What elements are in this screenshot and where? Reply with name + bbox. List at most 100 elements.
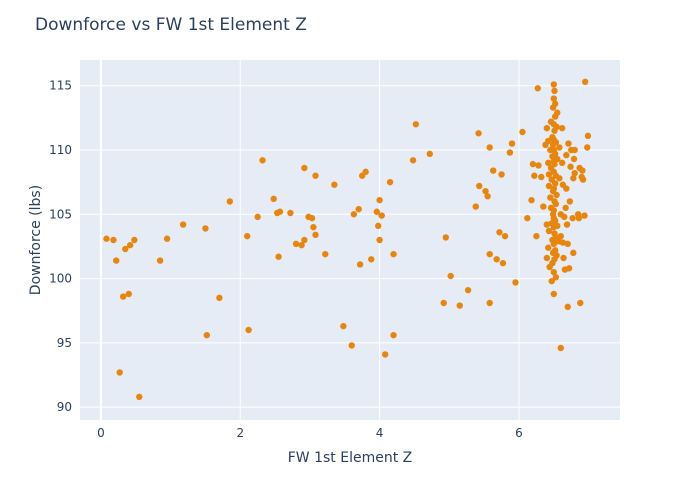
data-point[interactable]	[301, 236, 308, 244]
data-point[interactable]	[348, 342, 355, 349]
data-point[interactable]	[244, 232, 251, 240]
data-point[interactable]	[552, 180, 559, 187]
data-point[interactable]	[569, 214, 576, 222]
data-point[interactable]	[226, 198, 234, 205]
data-point[interactable]	[562, 204, 569, 212]
data-point[interactable]	[486, 299, 493, 307]
data-point[interactable]	[476, 182, 483, 190]
data-point[interactable]	[563, 221, 571, 228]
data-point[interactable]	[301, 164, 308, 172]
data-point[interactable]	[550, 95, 558, 102]
data-point[interactable]	[545, 171, 553, 178]
data-point[interactable]	[122, 245, 129, 253]
data-point[interactable]	[584, 144, 591, 151]
data-point[interactable]	[126, 241, 134, 249]
data-point[interactable]	[558, 159, 566, 167]
data-point[interactable]	[550, 207, 558, 214]
data-point[interactable]	[570, 155, 578, 163]
data-point[interactable]	[310, 223, 317, 231]
data-point[interactable]	[493, 256, 500, 263]
data-point[interactable]	[570, 175, 577, 182]
data-point[interactable]	[216, 294, 223, 302]
data-point[interactable]	[125, 290, 132, 298]
data-point[interactable]	[499, 259, 507, 267]
data-point[interactable]	[545, 182, 553, 190]
data-point[interactable]	[547, 194, 554, 201]
data-point[interactable]	[545, 227, 553, 235]
data-point[interactable]	[575, 214, 583, 222]
data-point[interactable]	[163, 235, 171, 242]
data-point[interactable]	[551, 160, 558, 168]
data-point[interactable]	[412, 121, 420, 128]
data-point[interactable]	[529, 160, 537, 168]
data-point[interactable]	[563, 185, 570, 192]
data-point[interactable]	[373, 208, 381, 215]
data-point[interactable]	[202, 225, 209, 232]
data-point[interactable]	[550, 81, 558, 88]
data-point[interactable]	[581, 78, 589, 86]
data-point[interactable]	[368, 256, 375, 263]
data-point[interactable]	[378, 212, 385, 219]
data-point[interactable]	[447, 272, 454, 280]
data-point[interactable]	[362, 168, 369, 176]
data-point[interactable]	[556, 144, 563, 151]
data-point[interactable]	[287, 209, 294, 217]
data-point[interactable]	[501, 232, 509, 240]
data-point[interactable]	[312, 172, 319, 179]
data-point[interactable]	[375, 222, 382, 230]
data-point[interactable]	[350, 211, 358, 218]
data-point[interactable]	[550, 290, 558, 298]
data-point[interactable]	[482, 187, 489, 195]
data-point[interactable]	[331, 181, 338, 188]
data-point[interactable]	[512, 279, 519, 286]
data-point[interactable]	[116, 369, 123, 376]
data-point[interactable]	[524, 214, 531, 222]
data-point[interactable]	[498, 171, 505, 178]
data-point[interactable]	[557, 344, 564, 352]
data-point[interactable]	[552, 200, 560, 208]
data-point[interactable]	[276, 208, 284, 215]
data-point[interactable]	[550, 185, 558, 192]
data-point[interactable]	[519, 128, 526, 136]
data-point[interactable]	[298, 241, 305, 249]
data-point[interactable]	[270, 195, 277, 203]
data-point[interactable]	[564, 303, 571, 311]
data-point[interactable]	[571, 146, 578, 154]
data-point[interactable]	[535, 162, 542, 169]
data-point[interactable]	[440, 299, 447, 307]
data-point[interactable]	[390, 331, 397, 339]
data-point[interactable]	[390, 250, 397, 258]
data-point[interactable]	[376, 236, 383, 244]
data-point[interactable]	[489, 167, 497, 174]
data-point[interactable]	[386, 178, 394, 186]
data-point[interactable]	[554, 155, 561, 163]
data-point[interactable]	[550, 240, 558, 248]
data-point[interactable]	[136, 393, 143, 401]
data-point[interactable]	[103, 235, 110, 242]
data-point[interactable]	[508, 140, 516, 147]
data-point[interactable]	[554, 222, 561, 230]
data-point[interactable]	[456, 302, 463, 309]
data-point[interactable]	[381, 351, 389, 358]
data-point[interactable]	[538, 173, 545, 181]
data-point[interactable]	[579, 176, 587, 183]
data-point[interactable]	[486, 250, 493, 258]
data-point[interactable]	[567, 163, 574, 170]
data-point[interactable]	[571, 169, 578, 177]
data-point[interactable]	[554, 109, 561, 116]
data-point[interactable]	[552, 100, 559, 107]
data-point[interactable]	[506, 149, 514, 156]
data-point[interactable]	[565, 265, 573, 272]
data-point[interactable]	[545, 244, 552, 251]
data-point[interactable]	[553, 252, 560, 259]
data-point[interactable]	[543, 221, 551, 228]
data-point[interactable]	[486, 144, 493, 151]
data-point[interactable]	[552, 274, 560, 281]
data-point[interactable]	[552, 139, 560, 146]
data-point[interactable]	[312, 231, 319, 239]
data-point[interactable]	[356, 261, 364, 268]
data-point[interactable]	[577, 299, 584, 307]
data-point[interactable]	[560, 254, 567, 262]
data-point[interactable]	[308, 214, 316, 222]
data-point[interactable]	[245, 326, 252, 334]
